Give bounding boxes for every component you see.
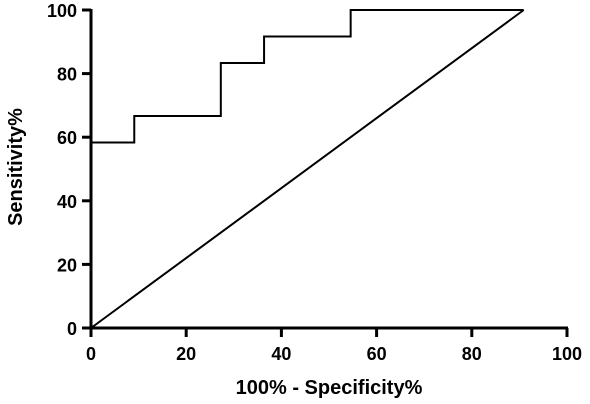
y-axis: 0 20 40 60 80 100 (47, 1, 93, 339)
y-tick-label: 0 (67, 319, 77, 339)
x-axis-title: 100% - Specificity% (236, 377, 423, 399)
x-tick-label: 0 (86, 344, 96, 364)
x-tick-label: 40 (271, 344, 291, 364)
reference-diagonal-line (90, 9, 525, 329)
y-tick-label: 20 (57, 255, 77, 275)
y-tick-label: 40 (57, 192, 77, 212)
x-tick-label: 80 (462, 344, 482, 364)
y-axis-title: Sensitivity% (5, 108, 27, 226)
x-tick-label: 100 (552, 344, 582, 364)
x-axis: 0 20 40 60 80 100 (86, 326, 582, 364)
y-tick-label: 80 (57, 65, 77, 85)
roc-curve-line (91, 9, 524, 144)
plot-area (90, 9, 525, 329)
y-tick-label: 60 (57, 128, 77, 148)
x-tick-label: 60 (367, 344, 387, 364)
y-tick-label: 100 (47, 1, 77, 21)
x-tick-label: 20 (176, 344, 196, 364)
